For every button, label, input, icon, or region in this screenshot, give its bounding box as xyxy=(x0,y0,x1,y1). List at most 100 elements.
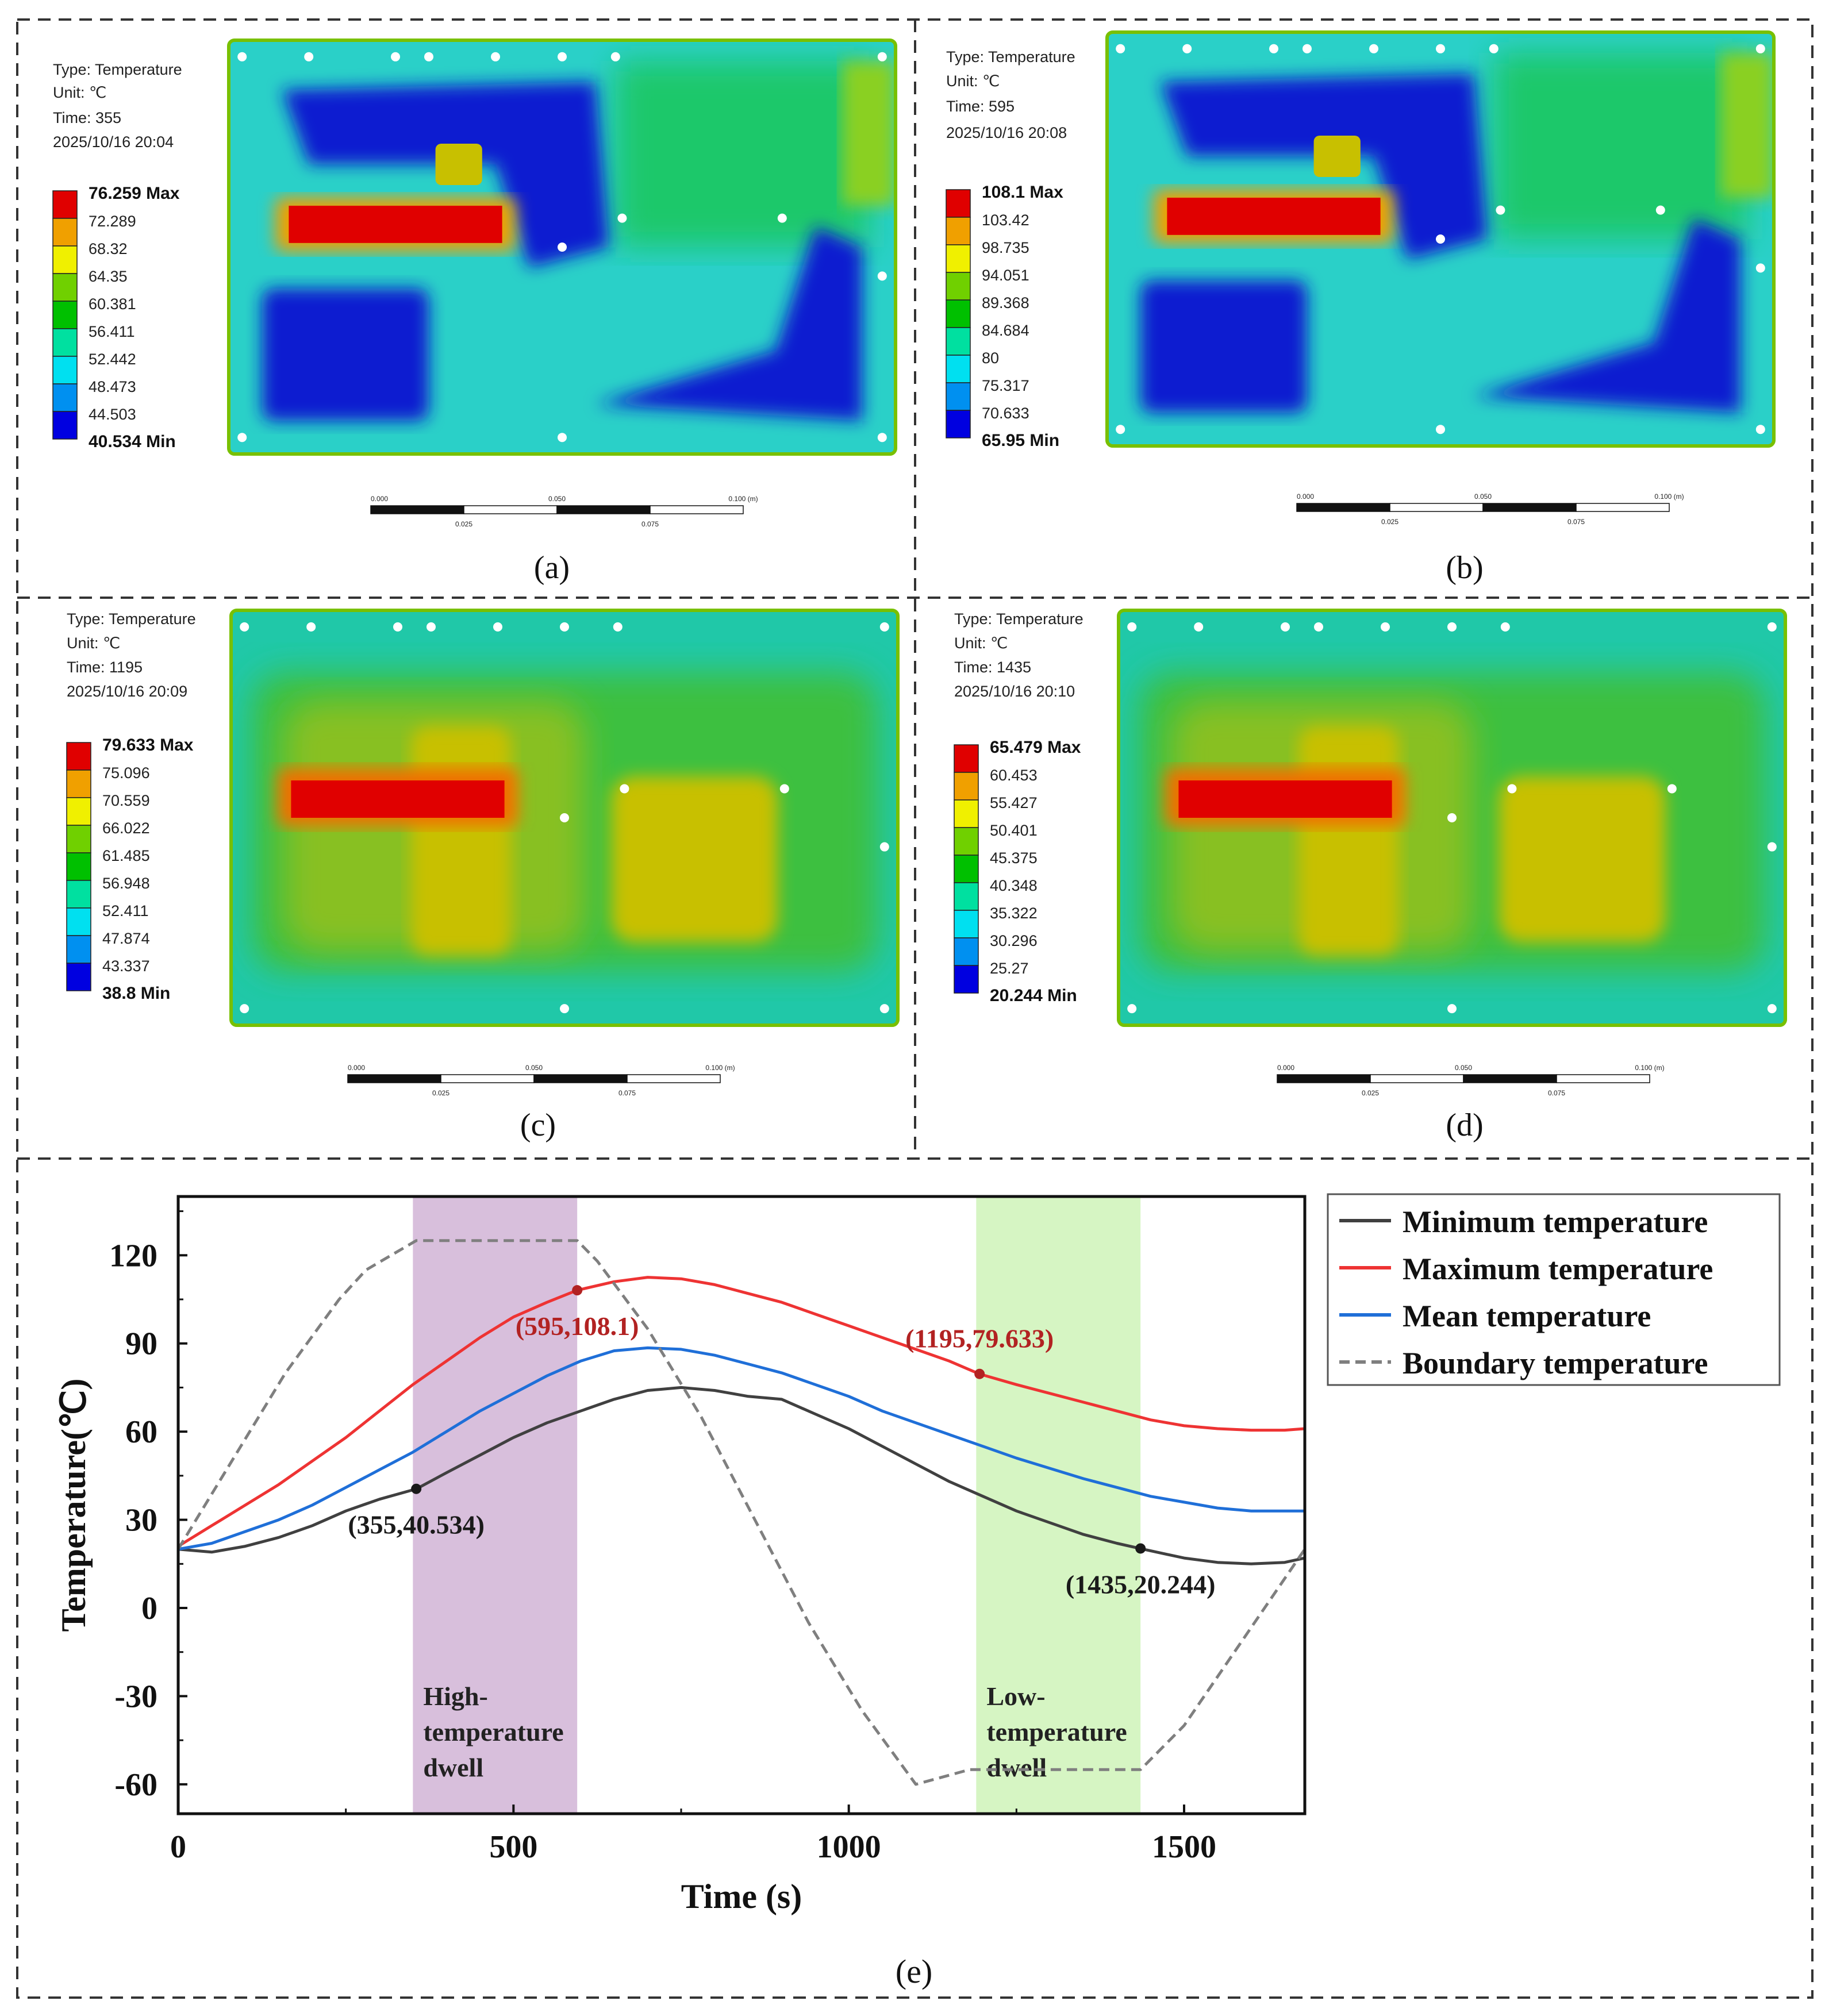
mounting-hole xyxy=(1655,205,1665,215)
mounting-hole xyxy=(1500,622,1510,632)
mounting-hole xyxy=(558,433,567,443)
legend-value: 72.289 xyxy=(89,213,136,230)
mounting-hole xyxy=(1447,1004,1457,1014)
panel-info-line: Unit: ℃ xyxy=(954,634,1008,652)
panel-info-line: Unit: ℃ xyxy=(946,72,1000,90)
x-tick-label: 1500 xyxy=(1152,1829,1216,1865)
legend-value: 70.559 xyxy=(102,792,150,809)
mounting-hole xyxy=(1182,44,1192,53)
legend-swatch xyxy=(946,355,971,383)
data-point-label: (595,108.1) xyxy=(516,1311,639,1341)
mounting-hole xyxy=(491,52,500,61)
mounting-hole xyxy=(1127,622,1137,632)
x-tick-label: 0 xyxy=(170,1829,186,1865)
dwell-band-label: dwell xyxy=(986,1753,1047,1782)
series-line-mean-temperature xyxy=(178,1346,1305,1551)
legend-swatch xyxy=(946,382,971,411)
scale-bar-label: 0.050 xyxy=(548,495,566,503)
legend-swatch xyxy=(946,299,971,328)
scale-bar-label: 0.025 xyxy=(1362,1089,1379,1097)
legend-max-label: 65.479 Max xyxy=(990,738,1081,757)
panel-letter: (d) xyxy=(1446,1107,1483,1143)
board-outline xyxy=(1105,30,1776,448)
scale-bar-segment xyxy=(1277,1074,1371,1083)
legend-min-label: 20.244 Min xyxy=(990,986,1077,1005)
legend-swatch xyxy=(66,880,91,909)
mounting-hole xyxy=(1436,234,1445,244)
dwell-band-label: High- xyxy=(423,1682,487,1711)
legend-value: 35.322 xyxy=(990,905,1038,922)
board-outline xyxy=(1117,609,1787,1027)
legend-swatch xyxy=(66,852,91,881)
legend-value: 48.473 xyxy=(89,378,136,395)
legend-min-label: 38.8 Min xyxy=(102,984,170,1003)
mounting-hole xyxy=(877,52,887,61)
legend-value: 55.427 xyxy=(990,794,1038,811)
contour-board xyxy=(229,40,896,454)
mounting-hole xyxy=(560,1004,569,1014)
data-point-marker xyxy=(974,1368,985,1379)
panel-info-line: 2025/10/16 20:08 xyxy=(946,124,1067,141)
mounting-hole xyxy=(427,622,436,632)
dwell-band-label: temperature xyxy=(986,1717,1127,1746)
data-point-label: (1435,20.244) xyxy=(1066,1569,1216,1599)
mounting-hole xyxy=(1755,425,1765,434)
panel-info-line: Time: 355 xyxy=(53,109,121,126)
scale-bar-segment xyxy=(1576,503,1670,512)
board-outline xyxy=(229,609,900,1027)
scale-bar-label: 0.000 xyxy=(1297,493,1314,501)
legend-swatch xyxy=(52,218,78,247)
panel-letter: (c) xyxy=(520,1107,556,1143)
contour-warm-region xyxy=(611,776,778,942)
legend-swatch xyxy=(66,742,91,771)
mounting-hole xyxy=(1116,44,1125,53)
panel-info-line: Type: Temperature xyxy=(946,48,1075,66)
contour-warm-spot xyxy=(1313,136,1361,177)
panel-info-line: 2025/10/16 20:10 xyxy=(954,683,1075,700)
legend-swatch xyxy=(66,770,91,798)
data-point-label: (1195,79.633) xyxy=(905,1324,1054,1353)
data-point-marker xyxy=(572,1285,583,1296)
legend-swatch xyxy=(52,356,78,384)
panel-info-line: Unit: ℃ xyxy=(67,634,120,652)
panel-info-line: 2025/10/16 20:09 xyxy=(67,683,187,700)
legend-max-label: 79.633 Max xyxy=(102,736,194,755)
legend-entry: Boundary temperature xyxy=(1403,1346,1708,1380)
contour-cold-region xyxy=(1474,218,1741,413)
panel-letter: (b) xyxy=(1446,550,1483,586)
panel-info-line: Unit: ℃ xyxy=(53,84,106,101)
legend-value: 94.051 xyxy=(982,267,1029,284)
mounting-hole xyxy=(493,622,502,632)
legend-value: 56.948 xyxy=(102,875,150,892)
y-tick-label: -30 xyxy=(114,1679,157,1714)
legend-swatch xyxy=(946,410,971,438)
legend-swatch xyxy=(954,910,979,938)
panel-letter: (a) xyxy=(534,550,570,586)
series-line-maximum-temperature xyxy=(177,1276,1305,1548)
panel-frame xyxy=(16,18,1814,1999)
mounting-hole xyxy=(610,52,620,61)
scale-bar-label: 0.075 xyxy=(1548,1089,1565,1097)
legend-swatch xyxy=(954,882,979,911)
legend-value: 44.503 xyxy=(89,406,136,423)
mounting-hole xyxy=(877,433,887,443)
series-line-boundary-temperature xyxy=(176,1239,1307,1786)
dwell-band-label: temperature xyxy=(423,1717,563,1746)
contour-cold-region xyxy=(595,226,862,421)
legend-value: 45.375 xyxy=(990,849,1038,867)
panel-info-line: 2025/10/16 20:04 xyxy=(53,133,174,151)
legend-max-label: 108.1 Max xyxy=(982,183,1063,202)
scale-bar-label: 0.025 xyxy=(455,520,472,528)
contour-panel-4: Type: Temperature Unit: ℃ Time: 1435 2025/1… xyxy=(954,609,1787,1143)
contour-hot-region xyxy=(1178,780,1392,818)
legend-swatch xyxy=(946,217,971,245)
panel-info-line: Type: Temperature xyxy=(53,61,182,78)
line-chart: High-temperature dwell Low-temperature dwel… xyxy=(55,1193,1781,1990)
legend-swatch xyxy=(52,383,78,412)
contour-hot-region xyxy=(289,206,502,243)
mounting-hole xyxy=(1755,263,1765,273)
board-outline xyxy=(227,39,897,456)
mounting-hole xyxy=(1381,622,1390,632)
mounting-hole xyxy=(1127,1004,1137,1014)
contour-warm-region xyxy=(1499,776,1666,942)
